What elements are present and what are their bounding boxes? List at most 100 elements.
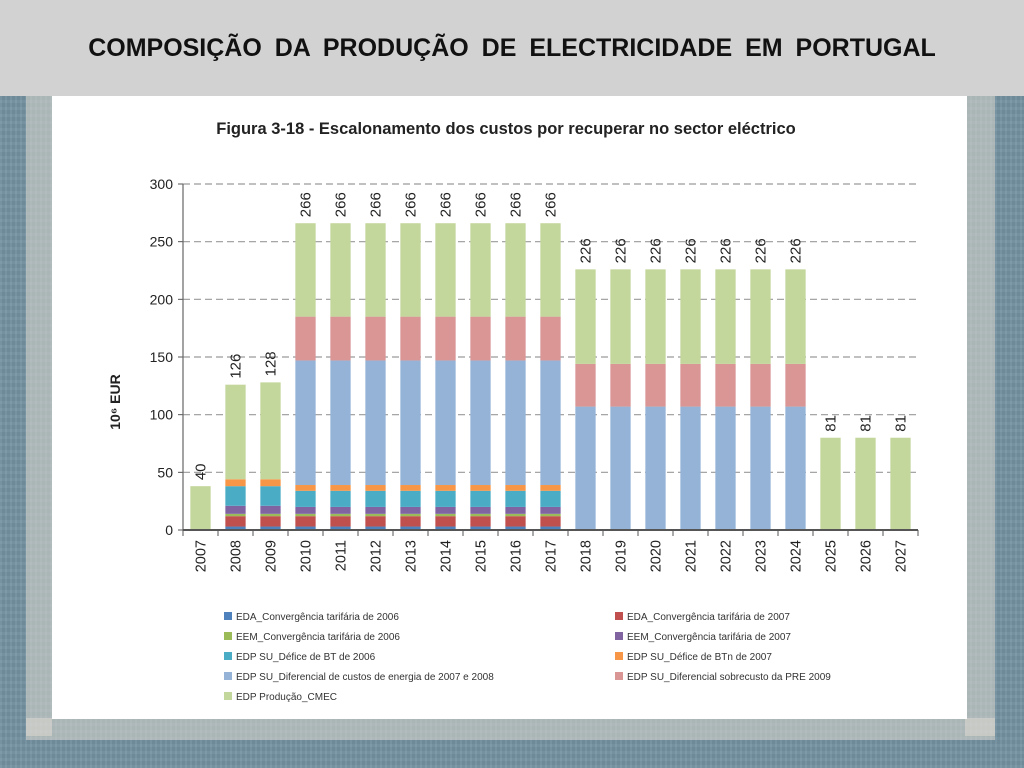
x-tick-label: 2010 — [299, 540, 315, 572]
bar-segment — [400, 485, 421, 491]
bar-segment — [435, 360, 456, 486]
bar-segment — [540, 526, 561, 530]
bar-segment — [435, 316, 456, 361]
legend-swatch — [224, 652, 232, 660]
bar-segment — [365, 223, 386, 317]
bar-segment — [225, 479, 246, 487]
legend-swatch — [224, 692, 232, 700]
bar-segment — [365, 526, 386, 530]
legend-label: EDP SU_Diferencial sobrecusto da PRE 200… — [627, 672, 831, 683]
bar-segment — [505, 506, 526, 514]
bar-segment — [400, 223, 421, 317]
bar-segment — [330, 223, 351, 317]
total-label: 266 — [473, 192, 490, 217]
bar-segment — [785, 406, 806, 530]
y-axis: 0 50 100 150 200 250 300 — [150, 176, 183, 538]
x-tick-label: 2013 — [404, 540, 420, 572]
x-tick-label: 2022 — [719, 540, 735, 572]
x-tick-label: 2025 — [824, 540, 840, 572]
bar-segment — [295, 316, 316, 361]
y-tick-label: 100 — [150, 407, 174, 423]
legend-swatch — [224, 672, 232, 680]
bar-segment — [505, 223, 526, 317]
total-label: 266 — [298, 192, 315, 217]
bar-segment — [540, 485, 561, 491]
bar-segment — [505, 526, 526, 530]
y-tick-label: 300 — [150, 176, 174, 192]
bar-segment — [470, 513, 491, 517]
total-label: 266 — [368, 192, 385, 217]
bar-segment — [295, 526, 316, 530]
frame-border-bottom — [26, 718, 995, 740]
legend-label: EDP SU_Défice de BTn de 2007 — [627, 652, 772, 663]
legend-label: EDP SU_Défice de BT de 2006 — [236, 652, 376, 663]
total-label: 266 — [403, 192, 420, 217]
total-label: 81 — [823, 415, 840, 432]
bar-segment — [680, 269, 701, 364]
x-tick-label: 2014 — [439, 540, 455, 572]
x-axis: 2007 2008 2009 2010 2011 2012 2013 2014 2015 2016… — [182, 530, 919, 572]
x-tick-label: 2012 — [369, 540, 385, 572]
data-labels: 40 126 128 266 266 266 266 266 266 266 266 226 226 22… — [193, 192, 910, 480]
bar-segment — [400, 360, 421, 486]
bar-segment — [715, 406, 736, 530]
slide-header: COMPOSIÇÃO DA PRODUÇÃO DE ELECTRICIDADE … — [0, 0, 1024, 96]
legend: EDA_Convergência tarifária de 2006 EDA_Co… — [224, 612, 831, 703]
bar-segment — [330, 316, 351, 361]
bar-segment — [225, 513, 246, 517]
bar-segment — [785, 363, 806, 407]
bar-segment — [330, 506, 351, 514]
total-label: 226 — [718, 238, 735, 263]
bar-segment — [295, 516, 316, 527]
bar-segment — [435, 516, 456, 527]
bar-segment — [540, 506, 561, 514]
total-label: 226 — [683, 238, 700, 263]
bar-segment — [225, 384, 246, 480]
bar-segment — [295, 506, 316, 514]
frame-border-right — [965, 96, 995, 736]
bar-segment — [260, 526, 281, 530]
bar-segment — [750, 406, 771, 530]
total-label: 266 — [333, 192, 350, 217]
chart: Figura 3-18 - Escalonamento dos custos p… — [107, 120, 919, 703]
bar-segment — [575, 363, 596, 407]
bar-segment — [680, 406, 701, 530]
bar-segment — [645, 269, 666, 364]
bar-segment — [575, 269, 596, 364]
legend-label: EEM_Convergência tarifária de 2006 — [236, 632, 400, 643]
chart-panel: Figura 3-18 - Escalonamento dos custos p… — [52, 96, 967, 719]
total-label: 266 — [543, 192, 560, 217]
bar-segment — [540, 223, 561, 317]
bar-segment — [435, 526, 456, 530]
bar-segment — [190, 486, 211, 530]
bar-segment — [750, 363, 771, 407]
bar-segment — [260, 505, 281, 514]
bar-segment — [540, 360, 561, 486]
legend-swatch — [615, 652, 623, 660]
bar-segment — [260, 486, 281, 506]
bar-segment — [295, 485, 316, 491]
x-tick-label: 2008 — [229, 540, 245, 572]
bar-segment — [540, 316, 561, 361]
bar-segment — [435, 513, 456, 517]
bar-segment — [435, 223, 456, 317]
total-label: 81 — [893, 415, 910, 432]
bar-segment — [225, 516, 246, 527]
x-tick-label: 2015 — [474, 540, 490, 572]
bar-segment — [470, 516, 491, 527]
y-tick-label: 50 — [157, 464, 173, 480]
x-tick-label: 2009 — [264, 540, 280, 572]
bar-segment — [400, 316, 421, 361]
frame-border-left — [26, 96, 52, 736]
bar-segment — [365, 316, 386, 361]
bar-segment — [400, 490, 421, 507]
x-tick-label: 2024 — [789, 540, 805, 572]
total-label: 226 — [613, 238, 630, 263]
bar-segment — [645, 406, 666, 530]
bar-segment — [470, 526, 491, 530]
total-label: 266 — [508, 192, 525, 217]
x-tick-label: 2011 — [334, 540, 350, 571]
y-tick-label: 150 — [150, 349, 174, 365]
bar-segment — [295, 360, 316, 486]
bar-segment — [540, 513, 561, 517]
